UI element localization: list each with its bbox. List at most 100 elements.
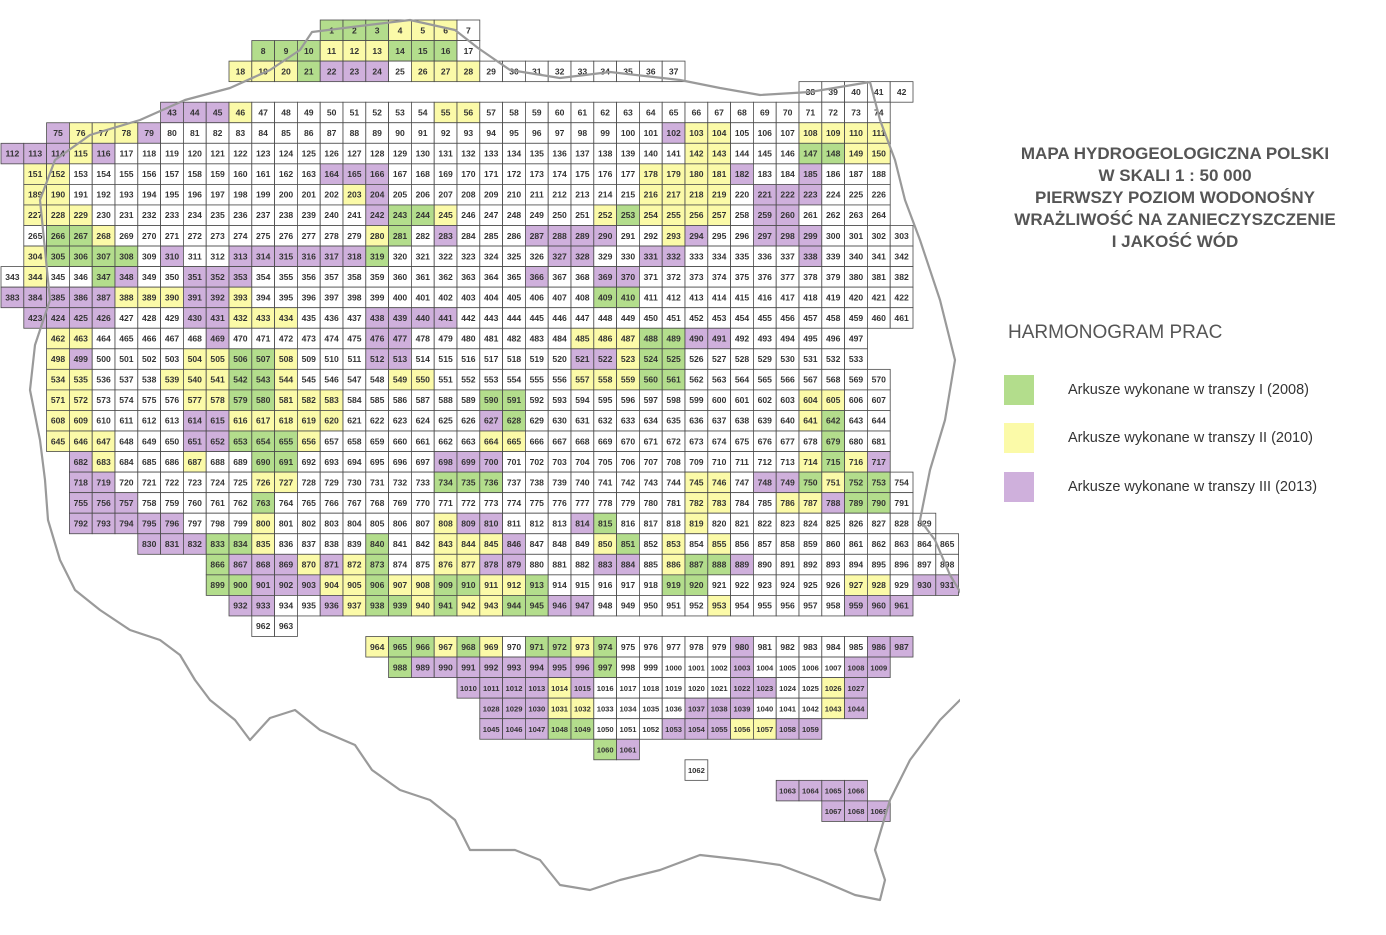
sheet-number-565: 565 — [758, 375, 773, 385]
sheet-number-941: 941 — [438, 601, 453, 611]
sheet-number-1003: 1003 — [734, 663, 751, 672]
sheet-number-734: 734 — [438, 477, 453, 487]
sheet-number-417: 417 — [780, 292, 795, 302]
sheet-number-252: 252 — [598, 210, 613, 220]
sheet-number-713: 713 — [780, 457, 795, 467]
sheet-number-656: 656 — [302, 436, 317, 446]
sheet-number-10: 10 — [304, 46, 314, 56]
sheet-number-545: 545 — [302, 375, 317, 385]
sheet-number-790: 790 — [872, 498, 887, 508]
sheet-cell-1061 — [616, 738, 640, 761]
sheet-number-585: 585 — [370, 395, 385, 405]
sheet-number-809: 809 — [461, 518, 476, 528]
sheet-number-12: 12 — [350, 46, 360, 56]
sheet-number-427: 427 — [119, 313, 134, 323]
sheet-number-647: 647 — [96, 436, 111, 446]
sheet-number-31: 31 — [532, 66, 542, 76]
sheet-number-325: 325 — [507, 251, 522, 261]
sheet-number-387: 387 — [96, 292, 111, 302]
sheet-number-428: 428 — [142, 313, 157, 323]
sheet-number-524: 524 — [644, 354, 659, 364]
sheet-number-553: 553 — [484, 375, 499, 385]
sheet-number-363: 363 — [461, 272, 476, 282]
sheet-number-960: 960 — [872, 601, 887, 611]
sheet-number-300: 300 — [826, 231, 841, 241]
sheet-number-529: 529 — [758, 354, 773, 364]
sheet-number-108: 108 — [803, 128, 818, 138]
sheet-number-1045: 1045 — [483, 725, 501, 734]
sheet-number-171: 171 — [484, 169, 499, 179]
legend-swatch-tranche-1 — [1004, 375, 1034, 405]
sheet-number-399: 399 — [370, 292, 385, 302]
sheet-number-505: 505 — [210, 354, 225, 364]
sheet-number-449: 449 — [621, 313, 636, 323]
sheet-number-532: 532 — [826, 354, 841, 364]
sheet-number-86: 86 — [304, 128, 314, 138]
sheet-number-280: 280 — [370, 231, 385, 241]
sheet-number-154: 154 — [96, 169, 111, 179]
sheet-number-683: 683 — [96, 457, 111, 467]
sheet-number-533: 533 — [849, 354, 864, 364]
sheet-number-339: 339 — [826, 251, 841, 261]
sheet-number-787: 787 — [803, 498, 818, 508]
sheet-number-375: 375 — [735, 272, 750, 282]
sheet-number-1018: 1018 — [642, 684, 659, 693]
sheet-number-905: 905 — [347, 580, 362, 590]
sheet-number-198: 198 — [233, 190, 248, 200]
sheet-number-980: 980 — [735, 642, 750, 652]
sheet-number-209: 209 — [484, 190, 499, 200]
sheet-number-78: 78 — [122, 128, 132, 138]
sheet-number-115: 115 — [74, 149, 88, 159]
sheet-number-881: 881 — [552, 560, 567, 570]
sheet-number-680: 680 — [849, 436, 864, 446]
sheet-number-156: 156 — [142, 169, 157, 179]
sheet-number-987: 987 — [894, 642, 909, 652]
sheet-number-729: 729 — [324, 477, 339, 487]
sheet-number-369: 369 — [598, 272, 613, 282]
sheet-number-502: 502 — [142, 354, 157, 364]
sheet-number-925: 925 — [803, 580, 818, 590]
sheet-number-554: 554 — [507, 375, 522, 385]
sheet-number-816: 816 — [621, 518, 636, 528]
sheet-number-80: 80 — [167, 128, 177, 138]
sheet-number-79: 79 — [144, 128, 154, 138]
sheet-number-613: 613 — [165, 416, 180, 426]
sheet-number-920: 920 — [689, 580, 704, 590]
sheet-number-719: 719 — [96, 477, 111, 487]
sheet-number-143: 143 — [712, 149, 727, 159]
sheet-number-435: 435 — [302, 313, 317, 323]
sheet-number-784: 784 — [735, 498, 750, 508]
sheet-number-689: 689 — [233, 457, 248, 467]
sheet-number-596: 596 — [621, 395, 636, 405]
sheet-number-591: 591 — [507, 395, 522, 405]
sheet-number-738: 738 — [530, 477, 545, 487]
sheet-number-150: 150 — [872, 149, 887, 159]
sheet-number-257: 257 — [712, 210, 727, 220]
sheet-number-275: 275 — [256, 231, 271, 241]
title-line-3: PIERWSZY POZIOM WODONOŚNY — [1035, 188, 1315, 207]
sheet-number-182: 182 — [735, 169, 750, 179]
sheet-number-922: 922 — [735, 580, 750, 590]
sheet-number-637: 637 — [712, 416, 727, 426]
sheet-number-511: 511 — [347, 354, 361, 364]
sheet-number-454: 454 — [735, 313, 750, 323]
sheet-number-342: 342 — [894, 251, 909, 261]
sheet-number-200: 200 — [279, 190, 294, 200]
sheet-number-746: 746 — [712, 477, 727, 487]
sheet-number-85: 85 — [281, 128, 291, 138]
sheet-number-892: 892 — [803, 560, 818, 570]
sheet-number-482: 482 — [507, 334, 522, 344]
sheet-number-419: 419 — [826, 292, 841, 302]
sheet-number-331: 331 — [644, 251, 659, 261]
sheet-number-366: 366 — [530, 272, 545, 282]
sheet-cell-461 — [889, 307, 914, 329]
sheet-number-599: 599 — [689, 395, 704, 405]
sheet-number-863: 863 — [894, 539, 909, 549]
sheet-number-44: 44 — [190, 107, 200, 117]
sheet-number-477: 477 — [393, 334, 408, 344]
sheet-number-593: 593 — [552, 395, 567, 405]
sheet-number-1055: 1055 — [711, 725, 729, 734]
sheet-number-961: 961 — [894, 601, 909, 611]
sheet-number-607: 607 — [872, 395, 887, 405]
